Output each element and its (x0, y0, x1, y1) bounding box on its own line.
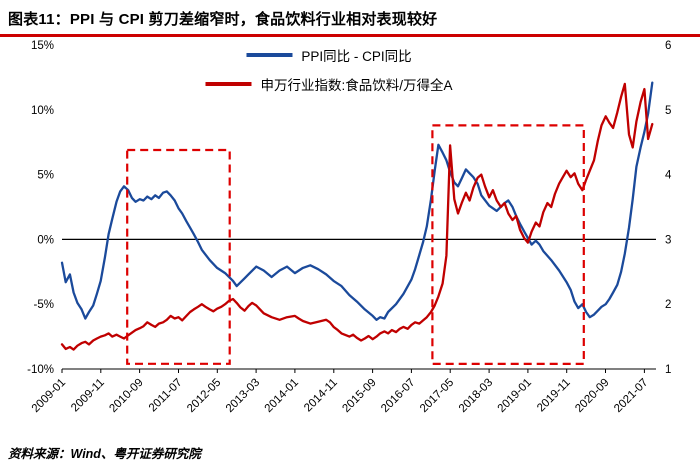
x-axis-tick-label: 2019-01 (496, 377, 534, 415)
x-axis-tick-label: 2021-07 (612, 377, 650, 415)
x-axis-tick-label: 2011-07 (147, 377, 185, 415)
x-axis-tick-label: 2009-01 (30, 377, 68, 415)
x-axis-tick-label: 2017-05 (418, 377, 456, 415)
left-axis-tick-label: 10% (31, 105, 54, 117)
chart-legend: PPI同比 - CPI同比 申万行业指数:食品饮料/万得全A (205, 45, 453, 94)
x-axis-tick-label: 2016-07 (379, 377, 417, 415)
right-axis-tick-label: 2 (665, 299, 671, 311)
title-underline-rule (0, 34, 700, 37)
chart-title: 图表11：PPI 与 CPI 剪刀差缩窄时，食品饮料行业相对表现较好 (8, 11, 438, 28)
highlight-box (431, 124, 585, 366)
series-line-ppi-cpi-spread (60, 81, 654, 321)
x-axis-tick-label: 2009-11 (69, 377, 107, 415)
x-axis-tick-label: 2019-11 (535, 377, 573, 415)
left-axis-tick-label: 15% (31, 40, 54, 52)
x-axis-tick-label: 2014-01 (263, 377, 301, 415)
left-axis-tick-label: -10% (27, 364, 54, 376)
highlight-box (126, 148, 231, 365)
legend-item-food-beverage: 申万行业指数:食品饮料/万得全A (205, 74, 453, 94)
left-axis-tick-label: 0% (37, 234, 54, 246)
legend-item-ppi-cpi: PPI同比 - CPI同比 (246, 45, 412, 65)
x-axis-tick-label: 2018-03 (457, 377, 495, 415)
x-axis-tick-label: 2014-11 (302, 377, 340, 415)
x-axis-tick-label: 2013-03 (224, 377, 262, 415)
legend-line-swatch-red (205, 82, 252, 86)
legend-line-swatch-blue (246, 53, 293, 57)
x-axis-tick-label: 2020-09 (573, 377, 611, 415)
series-line-food-beverage-ratio (60, 82, 654, 351)
chart-area: 15% 10% 5% 0% -5% -10% 6 5 4 3 2 1 2009-01 2009-11 201… (0, 37, 700, 437)
left-axis-tick-label: 5% (37, 170, 54, 182)
left-axis-tick-label: -5% (34, 299, 54, 311)
right-axis-tick-label: 6 (665, 40, 671, 52)
legend-label-ppi-cpi: PPI同比 - CPI同比 (301, 49, 412, 64)
x-axis-tick-label: 2010-09 (107, 377, 145, 415)
right-axis-tick-label: 5 (665, 105, 671, 117)
right-axis-tick-label: 1 (665, 364, 671, 376)
right-axis-tick-label: 3 (665, 234, 671, 246)
legend-label-food-beverage: 申万行业指数:食品饮料/万得全A (260, 78, 453, 93)
data-source: 资料来源：Wind、粤开证券研究院 (8, 447, 201, 461)
x-axis-tick-label: 2012-05 (185, 377, 223, 415)
right-axis-tick-label: 4 (665, 170, 672, 182)
x-axis-tick-label: 2015-09 (340, 377, 378, 415)
